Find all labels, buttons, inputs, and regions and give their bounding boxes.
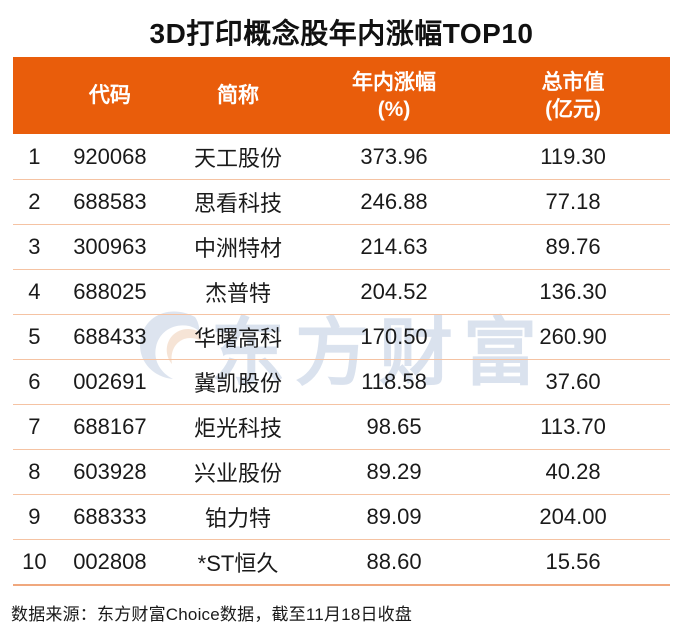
- cell-rank: 2: [28, 189, 41, 214]
- cell-rank: 5: [28, 324, 41, 349]
- cell-rank: 4: [28, 279, 41, 304]
- cell-rank: 8: [28, 459, 41, 484]
- cell-code: 002808: [73, 549, 147, 574]
- table-row: 3 300963 中洲特材 214.63 89.76: [13, 224, 670, 269]
- cell-code: 688333: [73, 504, 147, 529]
- cell-rank: 3: [28, 234, 41, 259]
- cell-gain: 88.60: [366, 549, 422, 574]
- cell-name: 思看科技: [193, 191, 282, 216]
- cell-code: 300963: [73, 234, 147, 259]
- cell-gain: 246.88: [360, 189, 428, 214]
- cell-gain: 98.65: [366, 414, 422, 439]
- cell-code: 688025: [73, 279, 147, 304]
- header-gain: 年内涨幅 (%): [312, 69, 476, 123]
- cell-rank: 9: [28, 504, 41, 529]
- cell-mcap: 119.30: [540, 143, 606, 169]
- table-body: 1 920068 天工股份 373.96 119.30 2 688583 思看科…: [13, 134, 670, 586]
- cell-gain: 89.09: [366, 504, 422, 529]
- cell-mcap: 40.28: [545, 459, 601, 484]
- cell-mcap: 260.90: [539, 324, 607, 349]
- table-row: 10 002808 *ST恒久 88.60 15.56: [13, 539, 670, 584]
- cell-mcap: 77.18: [545, 189, 601, 214]
- cell-code: 688167: [73, 414, 147, 439]
- table-row: 5 688433 华曙高科 170.50 260.90: [13, 314, 670, 359]
- table-row: 7 688167 炬光科技 98.65 113.70: [13, 404, 670, 449]
- cell-name: 兴业股份: [193, 461, 282, 486]
- cell-name: 铂力特: [204, 506, 271, 531]
- header-mcap-line2: (亿元): [545, 97, 602, 121]
- cell-gain: 170.50: [360, 324, 428, 349]
- header-mcap-line1: 总市值: [541, 70, 605, 94]
- table-row: 1 920068 天工股份 373.96 119.30: [13, 134, 670, 179]
- cell-rank: 10: [22, 549, 47, 574]
- cell-rank: 1: [28, 143, 41, 169]
- cell-gain: 214.63: [360, 234, 428, 259]
- header-code: 代码: [88, 84, 131, 107]
- table-row: 9 688333 铂力特 89.09 204.00: [13, 494, 670, 539]
- cell-mcap: 15.56: [545, 549, 601, 574]
- cell-name: 天工股份: [193, 145, 282, 171]
- header-mcap: 总市值 (亿元): [476, 69, 670, 123]
- table-header-row: 代码 简称 年内涨幅 (%) 总市值 (亿元): [13, 57, 670, 134]
- cell-name: 杰普特: [204, 281, 271, 306]
- cell-name: *ST恒久: [197, 551, 279, 576]
- cell-gain: 118.58: [361, 369, 427, 394]
- cell-name: 中洲特材: [193, 236, 282, 261]
- cell-rank: 6: [28, 369, 41, 394]
- cell-name: 冀凯股份: [193, 371, 282, 396]
- cell-gain: 89.29: [366, 459, 422, 484]
- cell-code: 920068: [73, 143, 147, 169]
- cell-mcap: 204.00: [539, 504, 607, 529]
- cell-mcap: 113.70: [540, 414, 606, 439]
- data-source-note: 数据来源：东方财富Choice数据，截至11月18日收盘: [11, 605, 413, 624]
- header-gain-line2: (%): [377, 97, 411, 121]
- cell-name: 炬光科技: [193, 416, 282, 441]
- table-row: 6 002691 冀凯股份 118.58 37.60: [13, 359, 670, 404]
- cell-mcap: 37.60: [545, 369, 601, 394]
- table-row: 2 688583 思看科技 246.88 77.18: [13, 179, 670, 224]
- cell-name: 华曙高科: [193, 326, 282, 351]
- cell-code: 688433: [73, 324, 147, 349]
- cell-gain: 373.96: [360, 143, 428, 169]
- page-title: 3D打印概念股年内涨幅TOP10: [149, 18, 534, 49]
- cell-gain: 204.52: [360, 279, 428, 304]
- header-gain-line1: 年内涨幅: [352, 70, 437, 94]
- cell-mcap: 136.30: [539, 279, 607, 304]
- top10-table: 代码 简称 年内涨幅 (%) 总市值 (亿元) 1 920068 天工股份 37…: [13, 57, 670, 586]
- cell-code: 603928: [73, 459, 147, 484]
- cell-rank: 7: [28, 414, 41, 439]
- cell-code: 002691: [73, 369, 147, 394]
- cell-mcap: 89.76: [545, 234, 601, 259]
- table-row: 4 688025 杰普特 204.52 136.30: [13, 269, 670, 314]
- header-name: 简称: [217, 84, 259, 107]
- table-row: 8 603928 兴业股份 89.29 40.28: [13, 449, 670, 494]
- cell-code: 688583: [73, 189, 147, 214]
